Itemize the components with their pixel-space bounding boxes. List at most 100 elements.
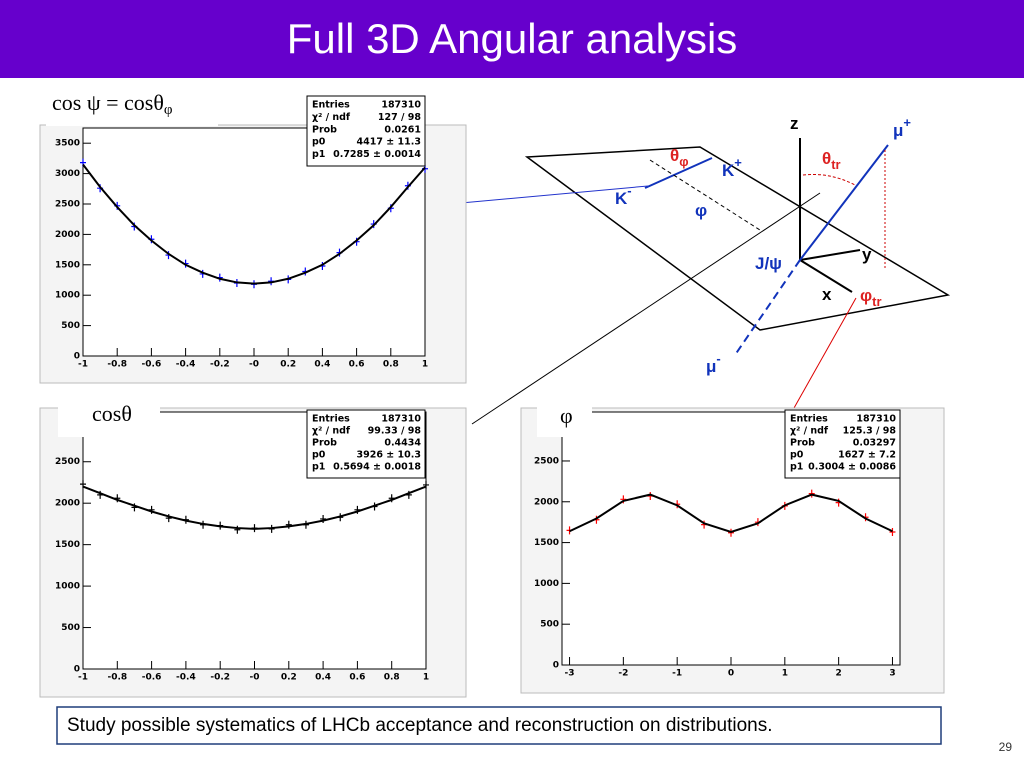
- stats-label: p1: [790, 462, 803, 473]
- x-tick-label: -0.8: [107, 360, 127, 370]
- chart-title-main: cos ψ = cosθ: [52, 90, 164, 115]
- fit-line: [569, 493, 893, 534]
- stats-value: 0.5694 ± 0.0018: [333, 462, 421, 473]
- x-tick-label: -0.6: [142, 673, 162, 683]
- stats-label: Prob: [312, 438, 337, 449]
- diagram-label-base: φ: [860, 286, 872, 305]
- x-tick-label: 0.8: [384, 673, 400, 683]
- footer-box: [56, 706, 942, 745]
- stats-value: 4417 ± 11.3: [357, 137, 421, 148]
- diagram-label-sup: -: [627, 183, 631, 198]
- kaon-axis: [644, 157, 713, 189]
- diagram-label-sub: tr: [831, 157, 840, 172]
- stats-label: χ² / ndf: [790, 426, 829, 437]
- y-tick-label: 3000: [55, 169, 80, 179]
- y-tick-label: 2000: [55, 230, 80, 240]
- diagram-label-base: μ: [893, 121, 903, 140]
- connector: [471, 192, 821, 425]
- stats-label: Entries: [312, 100, 350, 111]
- x-tick-label: 0.6: [349, 673, 365, 683]
- x-tick-label: 0.4: [315, 673, 331, 683]
- diagram-label: x: [822, 285, 832, 304]
- diagram-label-base: z: [790, 114, 799, 133]
- stats-value: 3926 ± 10.3: [357, 450, 421, 461]
- stats-value: 0.7285 ± 0.0014: [333, 149, 421, 160]
- x-tick-label: 2: [836, 669, 842, 679]
- x-tick-label: 0.2: [281, 673, 297, 683]
- x-tick-label: -2: [618, 669, 628, 679]
- y-tick-label: 2000: [534, 497, 559, 507]
- y-tick-label: 2500: [55, 200, 80, 210]
- stats-value: 0.4434: [384, 438, 421, 449]
- chart-title: cos ψ = cosθφ: [52, 90, 173, 118]
- x-tick-label: 1: [423, 673, 429, 683]
- y-tick-label: 2500: [55, 457, 80, 467]
- y-tick-label: 0: [553, 661, 559, 671]
- data-point: [285, 520, 292, 529]
- y-tick-label: 1500: [55, 260, 80, 270]
- diagram-label: θφ: [670, 146, 689, 169]
- diagram-label-base: θ: [822, 149, 831, 168]
- y-tick-label: 500: [540, 620, 559, 630]
- diagram-label: K-: [615, 183, 632, 208]
- fit-line: [82, 163, 426, 285]
- footer-text: Study possible systematics of LHCb accep…: [67, 715, 772, 736]
- x-tick-label: 0.6: [349, 360, 365, 370]
- stats-box: [306, 409, 426, 479]
- y-tick-label: 1000: [55, 582, 80, 592]
- x-tick-label: -1: [78, 360, 88, 370]
- plane: [524, 146, 951, 331]
- stats-value: 0.0261: [384, 124, 421, 135]
- page-number: 29: [999, 740, 1013, 754]
- mu-plus: [799, 144, 889, 261]
- x-tick-label: -0.4: [176, 673, 196, 683]
- chart-title-main: cosθ: [92, 401, 132, 426]
- stats-value: 99.33 / 98: [368, 426, 422, 437]
- mu-minus: [734, 259, 801, 356]
- y-tick-label: 2500: [534, 456, 559, 466]
- x-tick-label: 3: [889, 669, 895, 679]
- y-tick-label: 500: [61, 321, 80, 331]
- stats-value: 187310: [381, 414, 421, 425]
- title-box: [58, 403, 160, 437]
- stats-label: χ² / ndf: [312, 426, 351, 437]
- x-tick-label: -0: [249, 360, 259, 370]
- diagram-label-sup: +: [734, 155, 742, 170]
- chart-title-sub: φ: [164, 102, 173, 118]
- diagram-label-base: y: [862, 245, 872, 264]
- stats-label: p0: [312, 137, 326, 148]
- diagram-label: φ: [695, 201, 707, 220]
- diagram-label: μ+: [893, 115, 911, 140]
- slide-title: Full 3D Angular analysis: [287, 15, 738, 62]
- diagram-label: φtr: [860, 286, 882, 309]
- y-tick-label: 1500: [534, 538, 559, 548]
- y-axis: [799, 249, 861, 261]
- chart-title-main: φ: [560, 403, 573, 428]
- x-tick-label: -1: [672, 669, 682, 679]
- diagram-label-base: μ: [706, 357, 716, 376]
- x-axis: [799, 259, 853, 293]
- diagram-label-base: K: [722, 161, 735, 180]
- stats-label: p1: [312, 149, 325, 160]
- chart-title: cosθ: [92, 401, 132, 426]
- x-tick-label: 0.2: [280, 360, 296, 370]
- x-tick-label: -0.4: [176, 360, 196, 370]
- data-point: [234, 525, 241, 534]
- dashed-line: [649, 159, 761, 231]
- theta-arc: [802, 174, 856, 186]
- y-tick-label: 1000: [55, 291, 80, 301]
- title-box: [537, 403, 592, 437]
- x-tick-label: -3: [565, 669, 575, 679]
- x-tick-label: -0.6: [142, 360, 162, 370]
- diagram-label-base: θ: [670, 146, 679, 165]
- y-tick-label: 3500: [55, 139, 80, 149]
- diagram-label-sup: +: [903, 115, 911, 130]
- stats-label: p1: [312, 462, 325, 473]
- x-tick-label: -1: [78, 673, 88, 683]
- y-tick-label: 0: [74, 352, 80, 362]
- stats-label: Prob: [790, 438, 815, 449]
- diagram-label: z: [790, 114, 799, 133]
- y-tick-label: 2000: [55, 499, 80, 509]
- stats-label: p0: [312, 450, 326, 461]
